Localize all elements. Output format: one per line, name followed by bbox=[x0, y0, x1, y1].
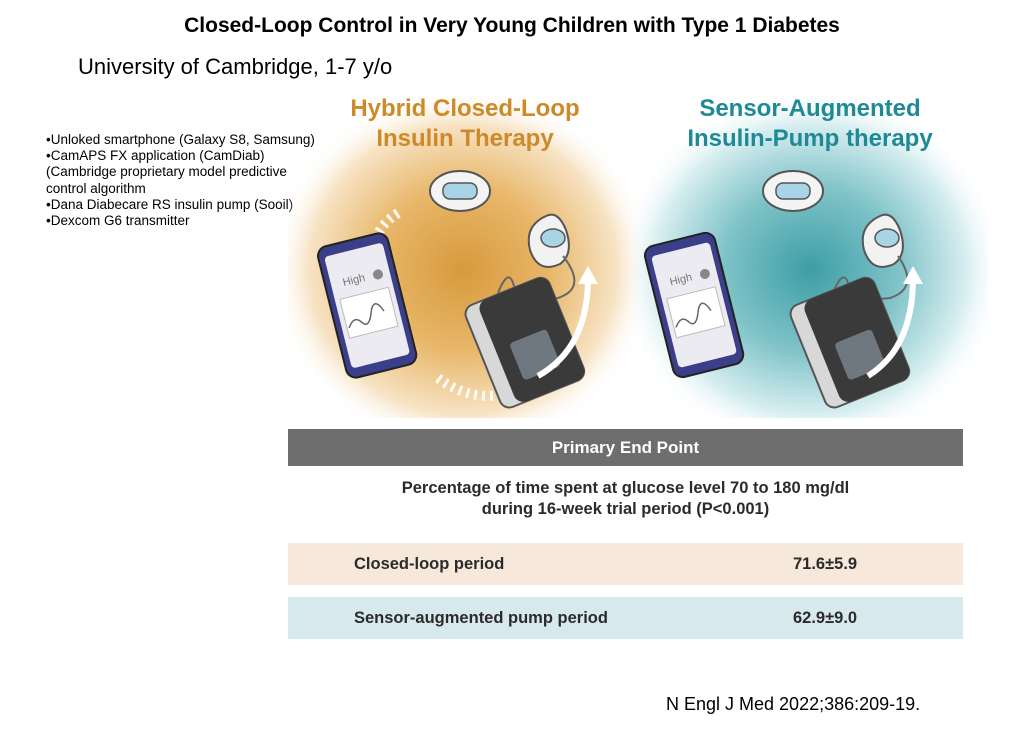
smartphone-icon: High bbox=[317, 232, 418, 379]
slide-title: Closed-Loop Control in Very Young Childr… bbox=[184, 14, 840, 37]
hybrid-closed-loop-devices: High bbox=[317, 170, 598, 409]
primary-end-point-header: Primary End Point bbox=[288, 429, 963, 466]
hybrid-closed-loop-heading: Hybrid Closed-Loop Insulin Therapy bbox=[330, 94, 600, 154]
row-label: Sensor-augmented pump period bbox=[354, 609, 608, 627]
sensor-augmented-row: Sensor-augmented pump period 62.9±9.0 bbox=[288, 597, 963, 639]
sensor-augmented-heading: Sensor-Augmented Insulin-Pump therapy bbox=[665, 94, 955, 154]
bullet-item: •CamAPS FX application (CamDiab) (Cambri… bbox=[46, 148, 287, 196]
primary-end-point-description: Percentage of time spent at glucose leve… bbox=[288, 478, 963, 520]
transmitter-icon bbox=[527, 213, 570, 268]
heading-line: Hybrid Closed-Loop bbox=[350, 95, 580, 122]
heading-line: Sensor-Augmented bbox=[699, 95, 921, 122]
cgm-sensor-icon bbox=[762, 170, 824, 212]
heading-line: Insulin Therapy bbox=[376, 125, 554, 152]
slide-subtitle: University of Cambridge, 1-7 y/o bbox=[78, 54, 393, 79]
row-value: 62.9±9.0 bbox=[793, 609, 858, 627]
citation: N Engl J Med 2022;386:209-19. bbox=[666, 694, 921, 714]
description-line: Percentage of time spent at glucose leve… bbox=[401, 479, 850, 497]
smartphone-icon: High bbox=[643, 231, 745, 379]
device-bullet-list: •Unloked smartphone (Galaxy S8, Samsung)… bbox=[46, 132, 326, 229]
therapy-illustration: High High bbox=[288, 88, 988, 418]
bullet-item: •Dexcom G6 transmitter bbox=[46, 213, 190, 229]
closed-loop-row: Closed-loop period 71.6±5.9 bbox=[288, 543, 963, 585]
row-label: Closed-loop period bbox=[354, 555, 505, 573]
insulin-pump-icon bbox=[789, 276, 911, 409]
description-line: during 16-week trial period (P<0.001) bbox=[481, 500, 770, 518]
cgm-sensor-icon bbox=[429, 170, 491, 212]
heading-line: Insulin-Pump therapy bbox=[687, 125, 933, 152]
phone-high-label: High bbox=[342, 272, 367, 289]
sensor-augmented-devices: High bbox=[643, 170, 923, 409]
bullet-item: •Dana Diabecare RS insulin pump (Sooil) bbox=[46, 196, 294, 212]
bullet-item: •Unloked smartphone (Galaxy S8, Samsung) bbox=[46, 132, 315, 147]
phone-high-label: High bbox=[669, 271, 694, 288]
transmitter-icon bbox=[861, 213, 904, 268]
row-value: 71.6±5.9 bbox=[793, 555, 858, 573]
